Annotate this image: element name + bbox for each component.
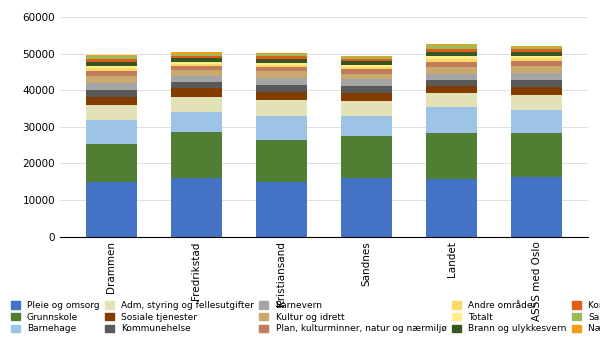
- Bar: [256, 53, 307, 54]
- Bar: [256, 86, 307, 92]
- Bar: [86, 83, 137, 90]
- Bar: [511, 61, 562, 66]
- Bar: [341, 57, 392, 59]
- Bar: [171, 70, 222, 76]
- Bar: [341, 136, 392, 178]
- Bar: [511, 58, 562, 61]
- Bar: [171, 76, 222, 82]
- Bar: [511, 46, 562, 47]
- Bar: [171, 82, 222, 88]
- Bar: [86, 90, 137, 97]
- Bar: [171, 97, 222, 112]
- Bar: [86, 66, 137, 68]
- Bar: [86, 68, 137, 71]
- Bar: [426, 67, 477, 74]
- Bar: [511, 134, 562, 177]
- Bar: [256, 63, 307, 65]
- Bar: [341, 65, 392, 67]
- Bar: [86, 97, 137, 105]
- Bar: [426, 93, 477, 106]
- Bar: [511, 95, 562, 110]
- Bar: [426, 80, 477, 86]
- Bar: [86, 55, 137, 56]
- Bar: [171, 178, 222, 237]
- Bar: [426, 52, 477, 56]
- Bar: [86, 56, 137, 59]
- Bar: [171, 56, 222, 58]
- Bar: [86, 76, 137, 83]
- Bar: [341, 74, 392, 79]
- Bar: [171, 53, 222, 56]
- Bar: [171, 58, 222, 62]
- Bar: [426, 45, 477, 49]
- Bar: [86, 144, 137, 183]
- Bar: [426, 106, 477, 133]
- Bar: [341, 178, 392, 237]
- Bar: [426, 62, 477, 67]
- Bar: [171, 52, 222, 53]
- Bar: [426, 59, 477, 62]
- Bar: [511, 80, 562, 87]
- Bar: [341, 59, 392, 61]
- Bar: [171, 64, 222, 66]
- Legend: Pleie og omsorg, Grunnskole, Barnehage, Adm, styring og fellesutgifter, Sosiale : Pleie og omsorg, Grunnskole, Barnehage, …: [11, 301, 600, 334]
- Bar: [426, 74, 477, 80]
- Bar: [256, 140, 307, 183]
- Bar: [426, 86, 477, 93]
- Bar: [86, 183, 137, 237]
- Bar: [511, 52, 562, 56]
- Bar: [171, 62, 222, 64]
- Bar: [426, 133, 477, 179]
- Bar: [341, 67, 392, 69]
- Bar: [426, 179, 477, 237]
- Bar: [511, 73, 562, 80]
- Bar: [511, 56, 562, 58]
- Bar: [426, 56, 477, 59]
- Bar: [86, 59, 137, 62]
- Bar: [256, 183, 307, 237]
- Bar: [341, 86, 392, 93]
- Bar: [511, 47, 562, 49]
- Bar: [256, 71, 307, 78]
- Bar: [341, 56, 392, 57]
- Bar: [511, 49, 562, 52]
- Bar: [511, 66, 562, 73]
- Bar: [86, 71, 137, 76]
- Bar: [86, 105, 137, 120]
- Bar: [256, 65, 307, 67]
- Bar: [171, 88, 222, 97]
- Bar: [256, 92, 307, 100]
- Bar: [171, 112, 222, 132]
- Bar: [511, 177, 562, 237]
- Bar: [341, 101, 392, 116]
- Bar: [256, 117, 307, 140]
- Bar: [426, 49, 477, 52]
- Bar: [511, 87, 562, 95]
- Bar: [86, 62, 137, 66]
- Bar: [341, 61, 392, 65]
- Bar: [86, 120, 137, 144]
- Bar: [341, 69, 392, 74]
- Bar: [341, 79, 392, 86]
- Bar: [256, 78, 307, 86]
- Bar: [256, 59, 307, 63]
- Bar: [341, 93, 392, 101]
- Bar: [256, 67, 307, 71]
- Bar: [341, 116, 392, 136]
- Bar: [256, 56, 307, 59]
- Bar: [511, 110, 562, 134]
- Bar: [256, 100, 307, 117]
- Bar: [171, 132, 222, 178]
- Bar: [426, 44, 477, 45]
- Bar: [256, 54, 307, 56]
- Bar: [171, 66, 222, 70]
